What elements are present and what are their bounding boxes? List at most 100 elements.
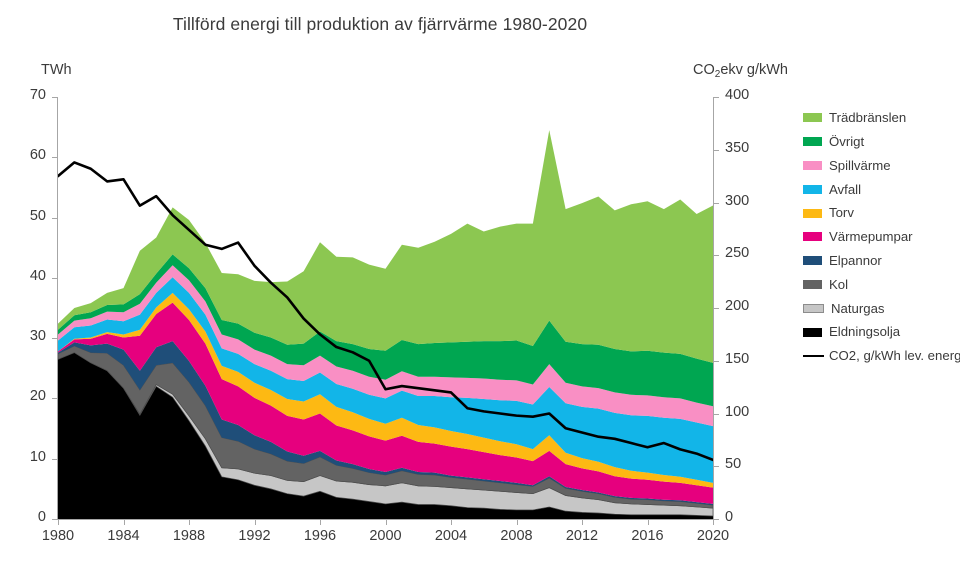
y-tick-right xyxy=(714,203,719,204)
right-axis-unit-label: CO2ekv g/kWh xyxy=(693,62,788,80)
y-tick-label-right: 150 xyxy=(725,350,750,367)
y-tick-left xyxy=(52,97,57,98)
x-tick xyxy=(517,520,518,525)
x-tick xyxy=(451,520,452,525)
x-tick-label: 2004 xyxy=(434,528,468,544)
x-tick xyxy=(189,520,190,525)
y-tick-label-right: 0 xyxy=(725,509,734,525)
legend-item-label: Övrigt xyxy=(829,134,865,150)
y-tick-left xyxy=(52,278,57,279)
y-tick-right xyxy=(714,255,719,256)
x-tick xyxy=(713,520,714,525)
y-tick-left xyxy=(52,157,57,158)
legend-item-8[interactable]: Naturgas xyxy=(803,296,958,320)
x-tick-label: 1984 xyxy=(107,528,140,544)
y-tick-label-right: 250 xyxy=(725,245,750,262)
y-tick-right xyxy=(714,361,719,362)
area-torv xyxy=(58,292,713,488)
legend-swatch-icon xyxy=(803,327,822,337)
y-tick-label-right: 50 xyxy=(725,456,742,473)
y-tick-label-left: 30 xyxy=(29,328,46,345)
legend-item-label: CO2, g/kWh lev. energi xyxy=(829,348,960,364)
legend-item-label: Elpannor xyxy=(829,253,882,269)
legend-item-0[interactable]: Trädbränslen xyxy=(803,106,958,130)
x-tick-label: 2000 xyxy=(369,528,402,544)
y-tick-label-left: 70 xyxy=(29,87,46,103)
y-tick-label-left: 10 xyxy=(29,448,46,465)
x-axis-spine xyxy=(57,519,714,520)
x-tick xyxy=(58,520,59,525)
y-tick-label-left: 20 xyxy=(29,388,46,405)
y-tick-right xyxy=(714,308,719,309)
area-trädbränslen xyxy=(58,130,713,363)
legend-swatch-icon xyxy=(803,160,822,170)
y-tick-label-right: 200 xyxy=(725,298,750,314)
legend-item-2[interactable]: Spillvärme xyxy=(803,154,958,178)
legend-item-label: Naturgas xyxy=(831,300,885,316)
area-värmepumpar xyxy=(58,302,713,504)
y-tick-right xyxy=(714,414,719,415)
y-tick-label-left: 40 xyxy=(29,267,46,284)
x-tick xyxy=(648,520,649,525)
plot-area xyxy=(58,97,713,519)
chart-title: Tillförd energi till produktion av fjärr… xyxy=(172,14,588,34)
legend-item-3[interactable]: Avfall xyxy=(803,177,958,201)
legend-item-1[interactable]: Övrigt xyxy=(803,130,958,154)
y-tick-label-right: 350 xyxy=(725,139,750,156)
y-tick-left xyxy=(52,338,57,339)
y-tick-right xyxy=(714,466,719,467)
legend-item-9[interactable]: Eldningsolja xyxy=(803,320,958,344)
right-axis-unit-suffix: ekv g/kWh xyxy=(720,62,788,78)
legend-item-label: Värmepumpar xyxy=(829,229,913,245)
legend-item-label: Eldningsolja xyxy=(829,324,901,340)
x-tick-label: 1992 xyxy=(238,528,271,544)
legend-item-6[interactable]: Elpannor xyxy=(803,249,958,273)
stacked-area-svg xyxy=(58,130,713,519)
x-tick-label: 2016 xyxy=(631,528,664,544)
legend-swatch-icon xyxy=(803,279,822,289)
y-axis-left-spine xyxy=(57,97,58,519)
y-tick-right xyxy=(714,97,719,98)
x-tick xyxy=(255,520,256,525)
legend-swatch-icon xyxy=(803,208,822,218)
legend-item-label: Kol xyxy=(829,276,849,292)
x-tick-label: 2008 xyxy=(500,528,533,544)
x-tick-label: 1988 xyxy=(172,528,206,544)
y-tick-label-right: 300 xyxy=(725,192,750,209)
x-tick xyxy=(124,520,125,525)
area-spillvärme xyxy=(58,265,713,427)
y-tick-left xyxy=(52,218,57,219)
legend-swatch-icon xyxy=(803,354,824,357)
area-elpannor xyxy=(58,341,713,506)
x-tick xyxy=(386,520,387,525)
x-tick-label: 2020 xyxy=(696,528,730,544)
legend: Trädbränslen Övrigt Spillvärme Avfall Torv Vä… xyxy=(803,106,960,368)
right-axis-unit-subscript: 2 xyxy=(714,69,721,80)
legend-item-4[interactable]: Torv xyxy=(803,201,958,225)
y-axis-right-spine xyxy=(713,97,714,519)
x-tick-label: 2012 xyxy=(565,528,599,544)
y-tick-label-left: 50 xyxy=(29,207,46,224)
legend-swatch-icon xyxy=(803,232,822,242)
left-axis-unit-label: TWh xyxy=(41,62,72,78)
legend-item-5[interactable]: Värmepumpar xyxy=(803,225,958,249)
legend-swatch-icon xyxy=(803,113,822,123)
area-eldningsolja xyxy=(58,352,713,519)
legend-item-7[interactable]: Kol xyxy=(803,273,958,297)
x-tick-label: 1996 xyxy=(303,528,337,544)
y-tick-label-right: 100 xyxy=(725,403,750,420)
legend-swatch-icon xyxy=(803,256,822,266)
area-avfall xyxy=(58,277,713,483)
y-tick-label-right: 400 xyxy=(725,87,750,103)
y-tick-label-left: 0 xyxy=(37,509,46,525)
legend-swatch-icon xyxy=(803,303,824,313)
x-tick xyxy=(320,520,321,525)
right-axis-unit-prefix: CO xyxy=(693,62,715,78)
y-tick-left xyxy=(52,398,57,399)
x-tick xyxy=(582,520,583,525)
y-tick-label-left: 60 xyxy=(29,147,46,164)
legend-item-label: Torv xyxy=(829,205,854,221)
co2-line-series xyxy=(58,161,713,462)
x-tick-label: 1980 xyxy=(41,528,75,544)
legend-item-10[interactable]: CO2, g/kWh lev. energi xyxy=(803,344,960,368)
